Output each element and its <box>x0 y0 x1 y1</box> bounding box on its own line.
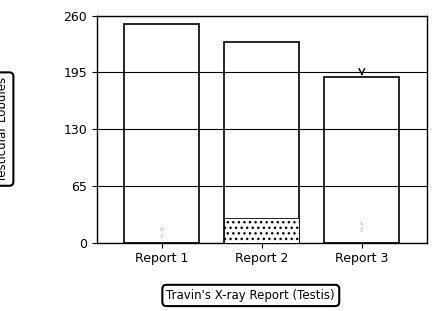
Bar <box>324 77 400 243</box>
Text: x
y: x y <box>360 221 363 232</box>
Bar <box>224 218 299 243</box>
Text: Testicular Lobules: Testicular Lobules <box>0 77 9 182</box>
Bar <box>224 42 299 243</box>
Text: x
y: x y <box>160 227 163 238</box>
Bar <box>125 24 199 243</box>
Text: Travin's X-ray Report (Testis): Travin's X-ray Report (Testis) <box>166 289 335 302</box>
